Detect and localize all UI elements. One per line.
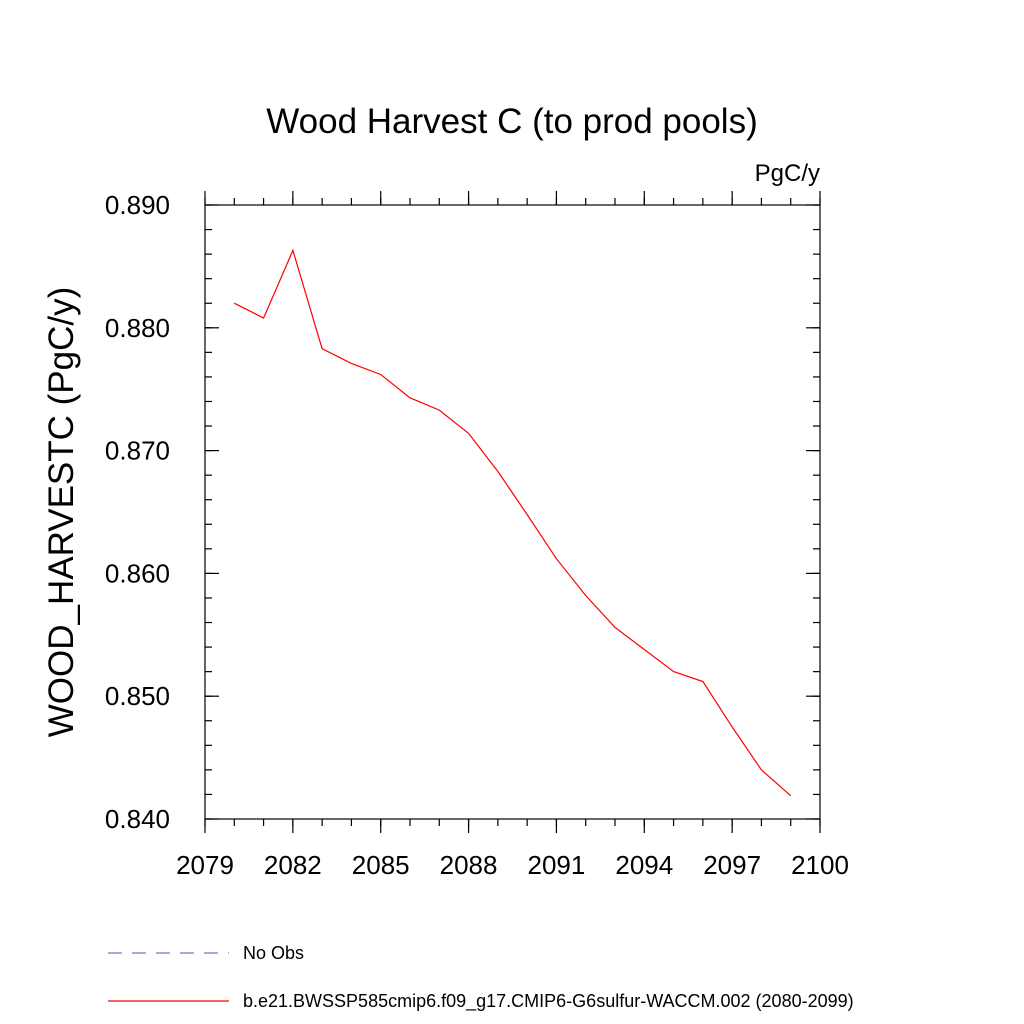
y-tick-label: 0.880: [105, 313, 170, 343]
x-tick-label: 2100: [791, 850, 849, 880]
y-tick-label: 0.890: [105, 190, 170, 220]
chart-title: Wood Harvest C (to prod pools): [266, 102, 758, 141]
x-tick-label: 2094: [615, 850, 673, 880]
series-line-0: [234, 248, 792, 797]
y-tick-label: 0.850: [105, 681, 170, 711]
x-tick-label: 2088: [440, 850, 498, 880]
axis-ticks: [204, 191, 821, 833]
legend: No Obs b.e21.BWSSP585cmip6.f09_g17.CMIP6…: [108, 943, 854, 1012]
legend-label-series: b.e21.BWSSP585cmip6.f09_g17.CMIP6-G6sulf…: [243, 991, 854, 1012]
y-axis-label: WOOD_HARVESTC (PgC/y): [42, 287, 81, 738]
x-tick-label: 2097: [703, 850, 761, 880]
x-tick-label: 2079: [176, 850, 234, 880]
x-tick-label: 2085: [352, 850, 410, 880]
series-layer: [234, 248, 792, 797]
legend-label-no-obs: No Obs: [243, 943, 304, 963]
y-tick-label: 0.870: [105, 436, 170, 466]
x-tick-labels: 2079 2082 2085 2088 2091 2094 2097 2100: [176, 850, 849, 880]
units-label: PgC/y: [755, 160, 820, 187]
y-tick-label: 0.860: [105, 558, 170, 588]
plot-frame: [204, 204, 821, 820]
y-tick-label: 0.840: [105, 804, 170, 834]
x-tick-label: 2082: [264, 850, 322, 880]
x-tick-label: 2091: [528, 850, 586, 880]
y-tick-labels: 0.840 0.850 0.860 0.870 0.880 0.890: [105, 190, 170, 834]
